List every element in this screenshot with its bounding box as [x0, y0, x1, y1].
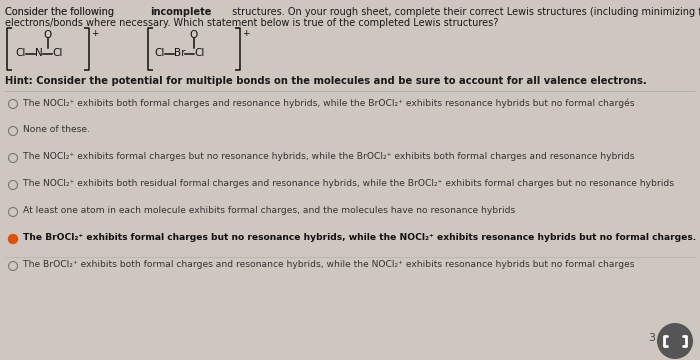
Text: None of these.: None of these. [23, 125, 90, 134]
Text: The NOCl₂⁺ exhibits formal charges but no resonance hybrids, while the BrOCl₂⁺ e: The NOCl₂⁺ exhibits formal charges but n… [23, 152, 634, 161]
Text: Cl: Cl [154, 48, 164, 58]
Text: Cl: Cl [15, 48, 25, 58]
Text: The NOCl₂⁺ exhibits both residual formal charges and resonance hybrids, while th: The NOCl₂⁺ exhibits both residual formal… [23, 179, 674, 188]
Text: +: + [242, 29, 249, 38]
Circle shape [8, 180, 18, 189]
Text: The BrOCl₂⁺ exhibits formal charges but no resonance hybrids, while the NOCl₂⁺ e: The BrOCl₂⁺ exhibits formal charges but … [23, 233, 696, 242]
Text: Consider the following: Consider the following [5, 7, 117, 17]
Circle shape [8, 207, 18, 216]
Text: Cl: Cl [52, 48, 62, 58]
Text: electrons/bonds where necessary. Which statement below is true of the completed : electrons/bonds where necessary. Which s… [5, 18, 498, 28]
Text: Hint: Consider the potential for multiple bonds on the molecules and be sure to : Hint: Consider the potential for multipl… [5, 76, 647, 86]
Circle shape [8, 234, 18, 243]
Text: incomplete: incomplete [150, 7, 211, 17]
Text: Consider the following incomplete: Consider the following incomplete [5, 7, 172, 17]
Text: At least one atom in each molecule exhibits formal charges, and the molecules ha: At least one atom in each molecule exhib… [23, 206, 515, 215]
Circle shape [8, 99, 18, 108]
Circle shape [657, 323, 693, 359]
Text: Cl: Cl [194, 48, 204, 58]
Text: Br: Br [174, 48, 186, 58]
Text: 3: 3 [648, 333, 655, 343]
Circle shape [8, 261, 18, 270]
Circle shape [8, 153, 18, 162]
Text: Consider the following: Consider the following [5, 7, 117, 17]
Text: +: + [91, 29, 99, 38]
Text: O: O [190, 30, 198, 40]
Text: structures. On your rough sheet, complete their correct Lewis structures (includ: structures. On your rough sheet, complet… [229, 7, 700, 17]
Circle shape [8, 126, 18, 135]
Text: N: N [35, 48, 43, 58]
Text: The BrOCl₂⁺ exhibits both formal charges and resonance hybrids, while the NOCl₂⁺: The BrOCl₂⁺ exhibits both formal charges… [23, 260, 634, 269]
Text: O: O [44, 30, 52, 40]
Text: The NOCl₂⁺ exhibits both formal charges and resonance hybrids, while the BrOCl₂⁺: The NOCl₂⁺ exhibits both formal charges … [23, 98, 634, 108]
